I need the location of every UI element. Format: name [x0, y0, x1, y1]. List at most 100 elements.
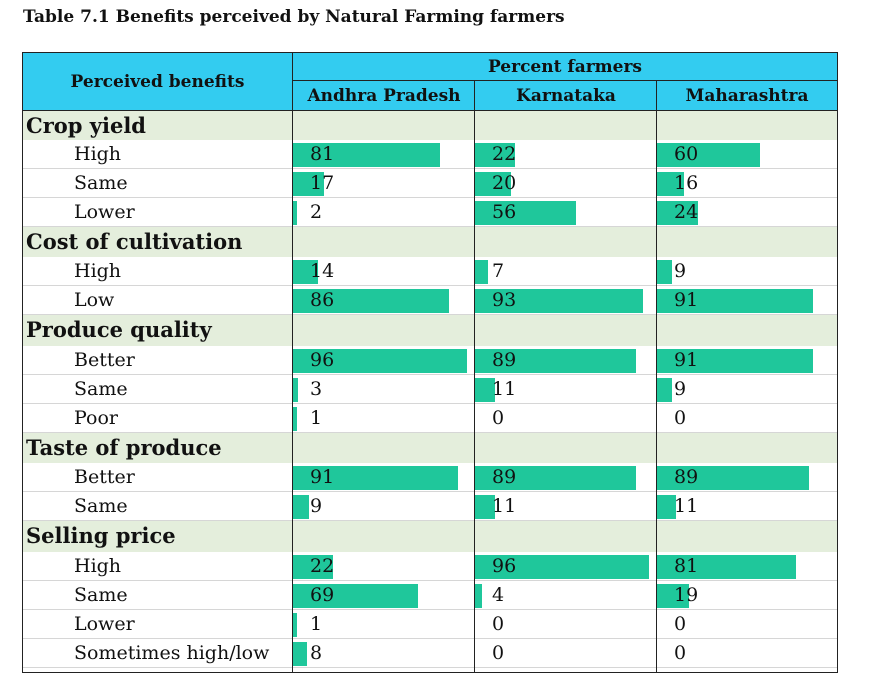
data-bar — [475, 201, 576, 225]
value-cell-karnataka: 0 — [475, 404, 656, 433]
category-label: Crop yield — [26, 113, 146, 138]
row-label: Poor — [74, 407, 118, 429]
value-cell-andhra-pradesh: 69 — [293, 581, 474, 610]
value-cell-andhra-pradesh: 17 — [293, 169, 474, 198]
data-bar — [475, 289, 643, 313]
table-row: Same 17 20 16 — [23, 169, 837, 198]
value-cell-andhra-pradesh: 14 — [293, 257, 474, 286]
value-cell-andhra-pradesh: 91 — [293, 463, 474, 492]
value-label: 11 — [492, 495, 517, 517]
value-cell-maharashtra: 9 — [657, 257, 828, 286]
value-label: 4 — [492, 584, 505, 606]
category-label: Selling price — [26, 523, 176, 548]
value-label: 9 — [674, 378, 687, 400]
value-label: 2 — [310, 201, 323, 223]
table-row: Same 9 11 11 — [23, 492, 837, 521]
value-cell-maharashtra: 81 — [657, 552, 828, 581]
category-row: Produce quality — [23, 315, 837, 346]
value-cell-maharashtra: 0 — [657, 610, 828, 639]
row-label: High — [74, 260, 122, 282]
header-perceived-benefits: Perceived benefits — [23, 53, 293, 111]
category-row: Taste of produce — [23, 433, 837, 463]
data-bar — [293, 201, 297, 225]
data-bar — [293, 143, 440, 167]
value-label: 16 — [674, 172, 699, 194]
data-bar — [657, 495, 676, 519]
value-label: 22 — [492, 143, 517, 165]
value-label: 22 — [310, 555, 335, 577]
value-label: 81 — [310, 143, 335, 165]
value-label: 91 — [674, 349, 699, 371]
table-row: High 81 22 60 — [23, 140, 837, 169]
value-label: 0 — [674, 613, 687, 635]
data-bar — [293, 466, 458, 490]
value-label: 17 — [310, 172, 335, 194]
table-row: Lower 2 56 24 — [23, 198, 837, 227]
table-body: Crop yield High 81 22 60 Same 17 20 16 Lower 2 56 24… — [23, 111, 837, 668]
value-label: 89 — [492, 466, 517, 488]
value-cell-andhra-pradesh: 22 — [293, 552, 474, 581]
value-label: 89 — [674, 466, 699, 488]
benefits-table: Perceived benefits Percent farmers Andhr… — [22, 52, 838, 673]
category-label: Cost of cultivation — [26, 229, 243, 254]
value-cell-karnataka: 89 — [475, 346, 656, 375]
table-row: Lower 1 0 0 — [23, 610, 837, 639]
value-label: 91 — [310, 466, 335, 488]
column-divider — [292, 53, 293, 672]
data-bar — [293, 172, 324, 196]
value-label: 93 — [492, 289, 517, 311]
table-row: Better 91 89 89 — [23, 463, 837, 492]
value-cell-maharashtra: 91 — [657, 346, 828, 375]
row-label: Same — [74, 172, 128, 194]
column-header-karnataka: Karnataka — [475, 81, 657, 111]
value-cell-maharashtra: 24 — [657, 198, 828, 227]
value-label: 9 — [310, 495, 323, 517]
value-label: 24 — [674, 201, 699, 223]
data-bar — [657, 584, 689, 608]
data-bar — [657, 172, 684, 196]
value-cell-karnataka: 11 — [475, 375, 656, 404]
data-bar — [657, 349, 813, 373]
category-row: Cost of cultivation — [23, 227, 837, 257]
data-bar — [657, 466, 809, 490]
column-header-andhra-pradesh: Andhra Pradesh — [293, 81, 475, 111]
value-cell-andhra-pradesh: 86 — [293, 286, 474, 315]
table-row: Better 96 89 91 — [23, 346, 837, 375]
value-label: 0 — [674, 407, 687, 429]
value-cell-karnataka: 96 — [475, 552, 656, 581]
row-label: Same — [74, 495, 128, 517]
category-row: Selling price — [23, 521, 837, 552]
data-bar — [475, 349, 636, 373]
table-row: High 14 7 9 — [23, 257, 837, 286]
data-bar — [293, 349, 467, 373]
value-cell-maharashtra: 89 — [657, 463, 828, 492]
category-row: Crop yield — [23, 111, 837, 140]
table-row: Same 3 11 9 — [23, 375, 837, 404]
value-label: 9 — [674, 260, 687, 282]
row-label: Same — [74, 378, 128, 400]
table-row: Same 69 4 19 — [23, 581, 837, 610]
value-label: 96 — [492, 555, 517, 577]
value-cell-karnataka: 22 — [475, 140, 656, 169]
value-label: 3 — [310, 378, 323, 400]
data-bar — [475, 495, 495, 519]
value-cell-andhra-pradesh: 1 — [293, 404, 474, 433]
value-cell-maharashtra: 16 — [657, 169, 828, 198]
table-row: Low 86 93 91 — [23, 286, 837, 315]
value-cell-maharashtra: 0 — [657, 639, 828, 668]
category-label: Taste of produce — [26, 435, 222, 460]
value-cell-karnataka: 20 — [475, 169, 656, 198]
value-cell-maharashtra: 0 — [657, 404, 828, 433]
value-label: 81 — [674, 555, 699, 577]
data-bar — [475, 555, 649, 579]
data-bar — [293, 613, 297, 637]
data-bar — [475, 172, 511, 196]
table-row: High 22 96 81 — [23, 552, 837, 581]
value-label: 7 — [492, 260, 505, 282]
value-cell-andhra-pradesh: 9 — [293, 492, 474, 521]
column-divider — [474, 81, 475, 672]
data-bar — [293, 555, 333, 579]
row-label: Better — [74, 466, 135, 488]
row-label: Same — [74, 584, 128, 606]
data-bar — [657, 143, 760, 167]
